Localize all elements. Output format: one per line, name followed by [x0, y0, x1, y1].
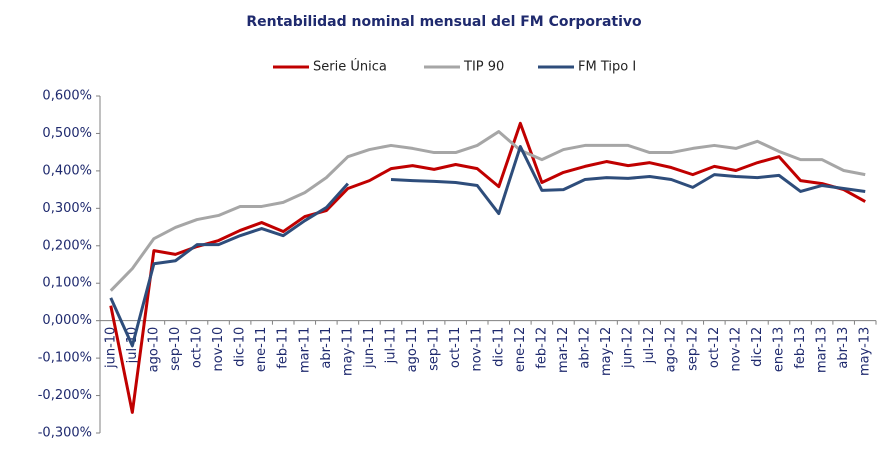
x-tick-label: mar-11 — [297, 327, 312, 373]
x-tick-label: ene-13 — [772, 327, 787, 372]
x-tick-label: jun-11 — [362, 327, 377, 369]
x-tick-label: oct-12 — [707, 327, 722, 368]
x-tick-label: abr-13 — [836, 327, 851, 369]
series-line — [109, 145, 866, 348]
y-tick-label: 0,000% — [42, 313, 92, 328]
y-tick-label: 0,300% — [42, 201, 92, 216]
x-tick-label: sep-11 — [427, 327, 442, 371]
x-tick-label: dic-11 — [491, 327, 506, 367]
x-tick-label: ene-12 — [513, 327, 528, 372]
y-tick-label: -0,100% — [38, 351, 92, 366]
x-tick-label: may-12 — [599, 327, 614, 376]
x-tick-label: nov-11 — [470, 327, 485, 372]
x-tick-label: jun-10 — [103, 327, 118, 369]
x-tick-label: abr-11 — [319, 327, 334, 369]
x-tick-label: mar-13 — [815, 327, 830, 373]
legend-label: Serie Única — [313, 59, 387, 75]
y-tick-label: 0,200% — [42, 238, 92, 253]
x-tick-label: sep-10 — [168, 327, 183, 371]
x-tick-label: sep-12 — [685, 327, 700, 371]
x-tick-label: oct-10 — [190, 327, 205, 368]
series-line — [109, 130, 866, 292]
x-tick-label: dic-10 — [233, 327, 248, 367]
x-tick-label: may-11 — [340, 327, 355, 376]
y-tick-label: -0,300% — [38, 426, 92, 441]
x-tick-label: jun-12 — [621, 327, 636, 369]
x-tick-label: nov-10 — [211, 327, 226, 372]
y-tick-label: -0,200% — [38, 388, 92, 403]
x-tick-label: ago-12 — [664, 327, 679, 373]
x-tick-label: ago-11 — [405, 327, 420, 373]
y-tick-label: 0,100% — [42, 276, 92, 291]
series-line — [109, 121, 866, 414]
x-tick-label: jul-12 — [642, 327, 657, 365]
x-tick-label: may-13 — [858, 327, 873, 376]
x-tick-label: feb-12 — [534, 327, 549, 369]
x-tick-label: oct-11 — [448, 327, 463, 368]
x-tick-label: mar-12 — [556, 327, 571, 373]
y-tick-label: 0,500% — [42, 126, 92, 141]
y-tick-label: 0,600% — [42, 89, 92, 104]
x-tick-label: nov-12 — [728, 327, 743, 372]
chart-title: Rentabilidad nominal mensual del FM Corp… — [246, 14, 642, 30]
y-tick-label: 0,400% — [42, 163, 92, 178]
x-tick-label: feb-11 — [276, 327, 291, 369]
legend-label: TIP 90 — [463, 60, 504, 75]
x-tick-label: abr-12 — [578, 327, 593, 369]
x-tick-label: feb-13 — [793, 327, 808, 369]
x-tick-label: ene-11 — [254, 327, 269, 372]
x-tick-label: jul-11 — [384, 327, 399, 365]
x-tick-label: ago-10 — [146, 327, 161, 373]
x-tick-label: dic-12 — [750, 327, 765, 367]
legend-label: FM Tipo I — [578, 60, 636, 75]
